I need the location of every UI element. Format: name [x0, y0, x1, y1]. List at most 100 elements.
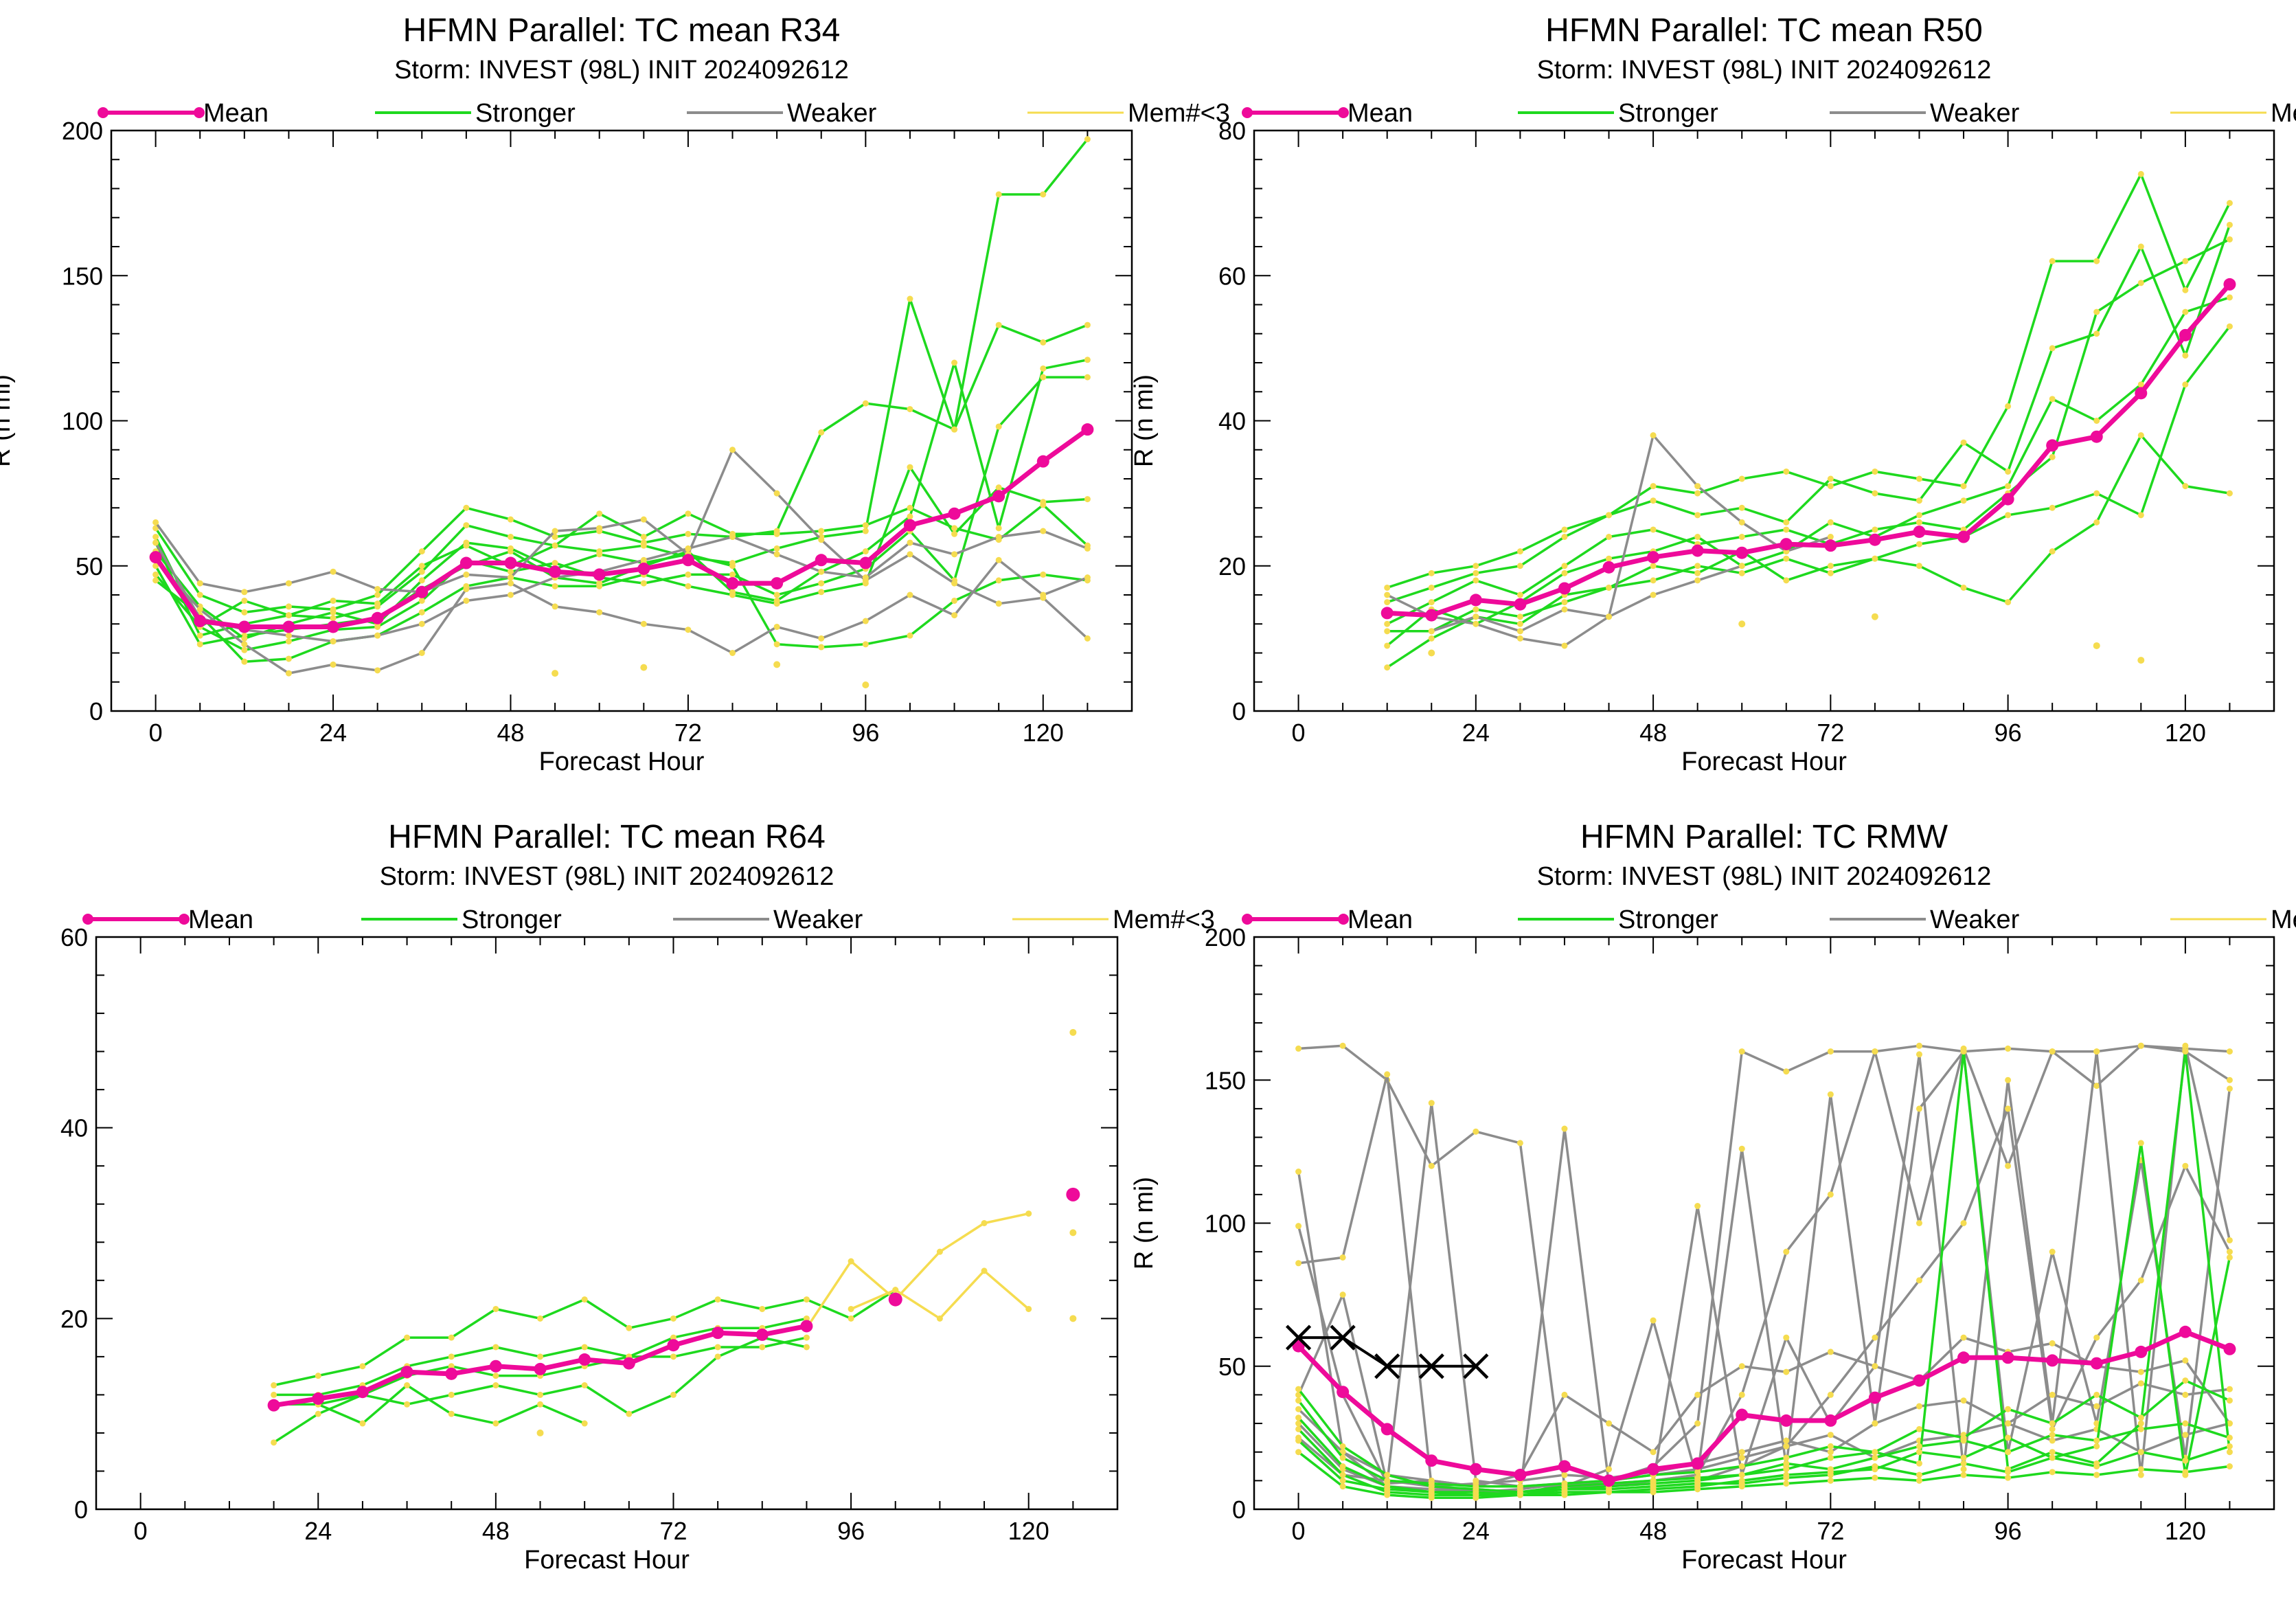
- member-point: [418, 609, 425, 616]
- member-point: [848, 1305, 854, 1312]
- x-tick-label: 120: [2165, 719, 2206, 747]
- member-point: [1650, 591, 1657, 598]
- member-point: [152, 577, 159, 584]
- member-point: [537, 1401, 544, 1408]
- y-axis-label: R (n mi): [1130, 374, 1159, 467]
- member-point: [374, 600, 381, 607]
- member-point: [1606, 512, 1613, 519]
- x-axis-label: Forecast Hour: [524, 1546, 690, 1575]
- member-point: [1295, 1260, 1302, 1267]
- member-point: [330, 638, 337, 645]
- member-point: [1827, 519, 1834, 526]
- member-point: [1916, 1477, 1922, 1484]
- member-point: [2226, 1420, 2233, 1427]
- member-point: [463, 586, 470, 593]
- legend-marker-mean: [82, 914, 93, 925]
- member-point: [1295, 1420, 1302, 1427]
- member-point: [1428, 584, 1435, 591]
- member-point: [315, 1373, 321, 1379]
- member-point: [1783, 526, 1790, 533]
- member-point: [803, 1344, 810, 1351]
- member-point: [463, 504, 470, 511]
- member-point: [1872, 1048, 1878, 1055]
- member-point: [2005, 468, 2012, 475]
- member-point: [1606, 1466, 1613, 1473]
- member-point: [1084, 322, 1091, 328]
- member-point: [285, 603, 292, 610]
- mean-point: [712, 1327, 725, 1340]
- member-point: [626, 1324, 633, 1331]
- member-point: [1561, 534, 1568, 540]
- mean-point: [622, 1357, 635, 1370]
- member-point: [1872, 1420, 1878, 1427]
- member-point: [2182, 1042, 2189, 1049]
- series-mem3-line: [850, 1270, 1030, 1320]
- member-point: [759, 1344, 766, 1351]
- member-point: [2182, 1162, 2189, 1169]
- y-tick-label: 40: [1218, 407, 1246, 436]
- member-point: [1872, 1334, 1878, 1341]
- legend-label-weaker: Weaker: [1930, 99, 2020, 128]
- mean-point: [726, 577, 739, 590]
- member-point: [241, 589, 248, 596]
- member-point: [2182, 258, 2189, 264]
- member-point: [1960, 1397, 1967, 1404]
- member-point: [640, 542, 647, 549]
- member-point: [685, 530, 692, 537]
- member-point: [1916, 475, 1922, 482]
- member-point: [581, 1296, 588, 1303]
- member-point: [2005, 483, 2012, 490]
- member-point: [2093, 1471, 2100, 1478]
- member-point: [936, 1248, 943, 1255]
- x-tick-label: 48: [497, 719, 524, 747]
- member-point: [2137, 432, 2144, 439]
- x-tick-label: 24: [304, 1517, 332, 1545]
- member-point: [315, 1410, 321, 1417]
- member-point: [2005, 1449, 2012, 1456]
- member-point: [552, 670, 559, 677]
- member-point: [2005, 1105, 2012, 1112]
- member-point: [1561, 526, 1568, 533]
- member-point: [418, 620, 425, 627]
- member-point: [1025, 1305, 1032, 1312]
- member-point: [1871, 613, 1878, 620]
- member-point: [1872, 1474, 1878, 1481]
- member-point: [818, 429, 825, 436]
- member-point: [2226, 1443, 2233, 1450]
- member-point: [2137, 512, 2144, 519]
- member-point: [1084, 374, 1091, 381]
- member-point: [1295, 1414, 1302, 1421]
- member-point: [1384, 1477, 1391, 1484]
- member-point: [1827, 1477, 1834, 1484]
- member-point: [1960, 497, 1967, 504]
- legend-marker-mean: [98, 107, 109, 118]
- member-point: [773, 661, 781, 668]
- mean-point: [1957, 1351, 1970, 1364]
- member-point: [2093, 418, 2100, 424]
- member-point: [1960, 1334, 1967, 1341]
- member-point: [714, 1344, 721, 1351]
- member-point: [374, 591, 381, 598]
- member-point: [1516, 548, 1523, 555]
- member-point: [1339, 1042, 1346, 1049]
- series-stronger-line: [1386, 296, 2230, 647]
- member-point: [981, 1220, 988, 1226]
- member-point: [492, 1344, 499, 1351]
- member-point: [640, 534, 647, 540]
- member-point: [1428, 628, 1435, 635]
- member-point: [404, 1334, 411, 1341]
- mean-point: [1514, 1469, 1527, 1482]
- member-point: [1694, 1480, 1701, 1487]
- member-point: [1428, 1100, 1435, 1107]
- member-point: [2137, 280, 2144, 286]
- member-point: [196, 641, 203, 648]
- chart-title: HFMN Parallel: TC mean R50: [1545, 12, 1983, 49]
- member-point: [1694, 563, 1701, 569]
- member-point: [981, 1267, 988, 1274]
- member-point: [2049, 1469, 2056, 1476]
- member-point: [1960, 1471, 1967, 1478]
- member-point: [492, 1382, 499, 1389]
- member-point: [330, 609, 337, 616]
- member-point: [1650, 526, 1657, 533]
- member-point: [507, 580, 514, 587]
